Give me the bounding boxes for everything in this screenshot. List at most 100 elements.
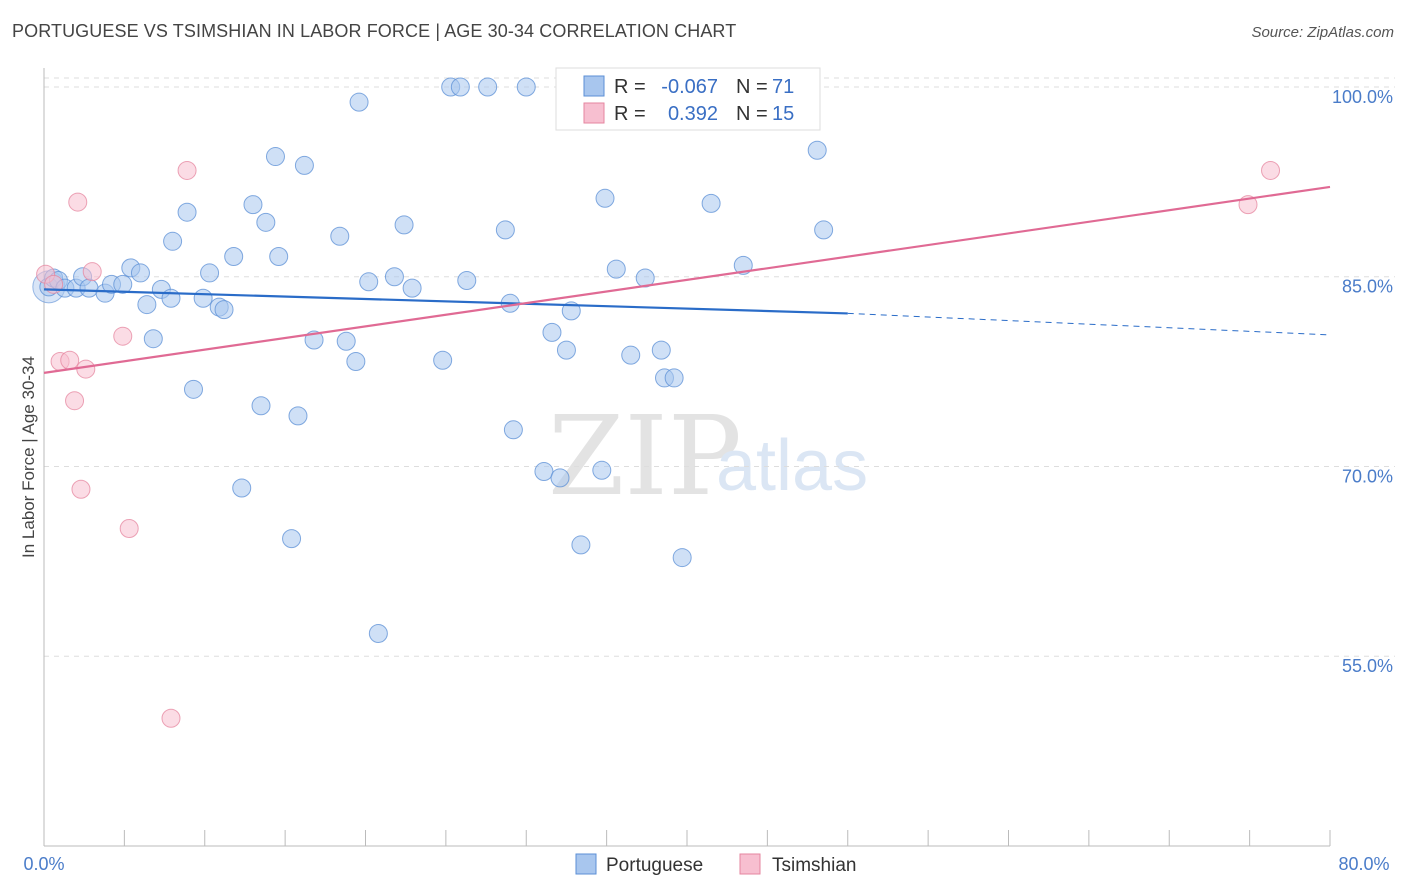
point-portuguese-24	[232, 478, 252, 498]
point-portuguese-61	[621, 345, 641, 365]
trendline-portuguese	[43, 288, 848, 315]
point-portuguese-56	[561, 301, 581, 321]
point-tsimshian-14	[1261, 160, 1281, 180]
point-portuguese-22	[214, 300, 234, 320]
point-portuguese-20	[200, 263, 220, 283]
watermark: ZIP atlas	[548, 392, 868, 520]
legend-r-value-tsimshian: 0.392	[668, 103, 718, 125]
point-portuguese-40	[384, 267, 404, 287]
point-portuguese-25	[243, 195, 263, 215]
point-portuguese-60	[606, 259, 626, 279]
correlation-legend: R = -0.067 N = 71 R = 0.392 N = 15	[555, 67, 821, 131]
x-tick-label-min: 0.0%	[23, 854, 64, 874]
point-portuguese-38	[359, 272, 379, 292]
point-portuguese-16	[163, 231, 183, 251]
point-portuguese-9	[113, 274, 133, 294]
point-portuguese-63	[651, 340, 671, 360]
point-portuguese-59	[595, 188, 615, 208]
point-portuguese-67	[701, 193, 721, 213]
point-portuguese-36	[346, 351, 366, 371]
grid-lines	[44, 77, 1395, 657]
point-portuguese-27	[256, 212, 276, 232]
point-portuguese-54	[550, 468, 570, 488]
point-portuguese-35	[336, 331, 356, 351]
legend-n-label-tsimshian: N =	[736, 103, 768, 125]
point-tsimshian-6	[71, 479, 91, 499]
point-portuguese-48	[495, 220, 515, 240]
legend-r-value-portuguese: -0.067	[661, 76, 718, 98]
point-portuguese-39	[368, 623, 388, 643]
x-tick-marks	[43, 830, 1331, 846]
point-portuguese-26	[251, 396, 271, 416]
point-portuguese-42	[402, 278, 422, 298]
series-legend-swatch-tsimshian	[739, 853, 761, 875]
watermark-atlas: atlas	[716, 426, 868, 506]
point-portuguese-6	[79, 278, 99, 298]
y-tick-label-2: 85.0%	[1342, 277, 1393, 297]
legend-swatch-portuguese	[583, 75, 605, 97]
trend-lines	[43, 185, 1331, 374]
point-portuguese-69	[807, 140, 827, 160]
point-portuguese-65	[664, 368, 684, 388]
point-portuguese-50	[503, 420, 523, 440]
point-portuguese-17	[177, 202, 197, 222]
point-tsimshian-7	[76, 359, 96, 379]
point-portuguese-68	[733, 255, 753, 275]
point-portuguese-23	[224, 246, 244, 266]
point-portuguese-41	[394, 215, 414, 235]
series-legend-label-tsimshian: Tsimshian	[772, 855, 856, 876]
legend-n-value-portuguese: 71	[772, 76, 794, 98]
point-tsimshian-8	[82, 262, 102, 282]
point-portuguese-29	[269, 246, 289, 266]
point-portuguese-31	[288, 406, 308, 426]
trendline-portuguese-extension	[847, 312, 1331, 336]
point-portuguese-58	[592, 460, 612, 480]
point-portuguese-45	[450, 77, 470, 97]
point-portuguese-32	[294, 155, 314, 175]
point-portuguese-12	[137, 295, 157, 315]
y-tick-labels: 55.0% 70.0% 85.0% 100.0%	[1332, 87, 1393, 676]
legend-n-value-tsimshian: 15	[772, 103, 794, 125]
legend-swatch-tsimshian	[583, 102, 605, 124]
x-tick-label-max: 80.0%	[1338, 854, 1389, 874]
point-tsimshian-3	[60, 350, 80, 370]
point-portuguese-43	[433, 350, 453, 370]
point-portuguese-66	[672, 548, 692, 568]
y-tick-label-0: 55.0%	[1342, 656, 1393, 676]
point-portuguese-47	[478, 77, 498, 97]
y-axis-label: In Labor Force | Age 30-34	[19, 356, 38, 558]
point-tsimshian-5	[68, 192, 88, 212]
point-portuguese-19	[193, 288, 213, 308]
point-tsimshian-9	[113, 326, 133, 346]
point-tsimshian-10	[119, 518, 139, 538]
point-portuguese-37	[349, 92, 369, 112]
y-tick-label-1: 70.0%	[1342, 466, 1393, 486]
point-tsimshian-4	[65, 391, 85, 411]
point-portuguese-55	[556, 340, 576, 360]
point-portuguese-28	[265, 147, 285, 167]
y-tick-label-3: 100.0%	[1332, 87, 1393, 107]
series-legend: Portuguese Tsimshian	[575, 853, 856, 876]
point-portuguese-46	[457, 271, 477, 291]
point-portuguese-51	[516, 77, 536, 97]
trendline-tsimshian	[43, 185, 1331, 374]
point-tsimshian-11	[161, 708, 181, 728]
point-portuguese-13	[143, 329, 163, 349]
point-portuguese-34	[330, 226, 350, 246]
point-portuguese-18	[183, 379, 203, 399]
legend-n-label-portuguese: N =	[736, 76, 768, 98]
point-portuguese-57	[571, 535, 591, 555]
series-legend-label-portuguese: Portuguese	[606, 855, 703, 876]
legend-r-label-portuguese: R =	[614, 76, 646, 98]
point-tsimshian-12	[177, 160, 197, 180]
point-portuguese-52	[534, 462, 554, 482]
point-portuguese-70	[814, 220, 834, 240]
series-legend-swatch-portuguese	[575, 853, 597, 875]
source-credit: Source: ZipAtlas.com	[1251, 24, 1394, 41]
watermark-zip: ZIP	[548, 392, 742, 520]
legend-r-label-tsimshian: R =	[614, 103, 646, 125]
point-portuguese-30	[282, 529, 302, 549]
point-portuguese-11	[130, 263, 150, 283]
point-portuguese-53	[542, 322, 562, 342]
